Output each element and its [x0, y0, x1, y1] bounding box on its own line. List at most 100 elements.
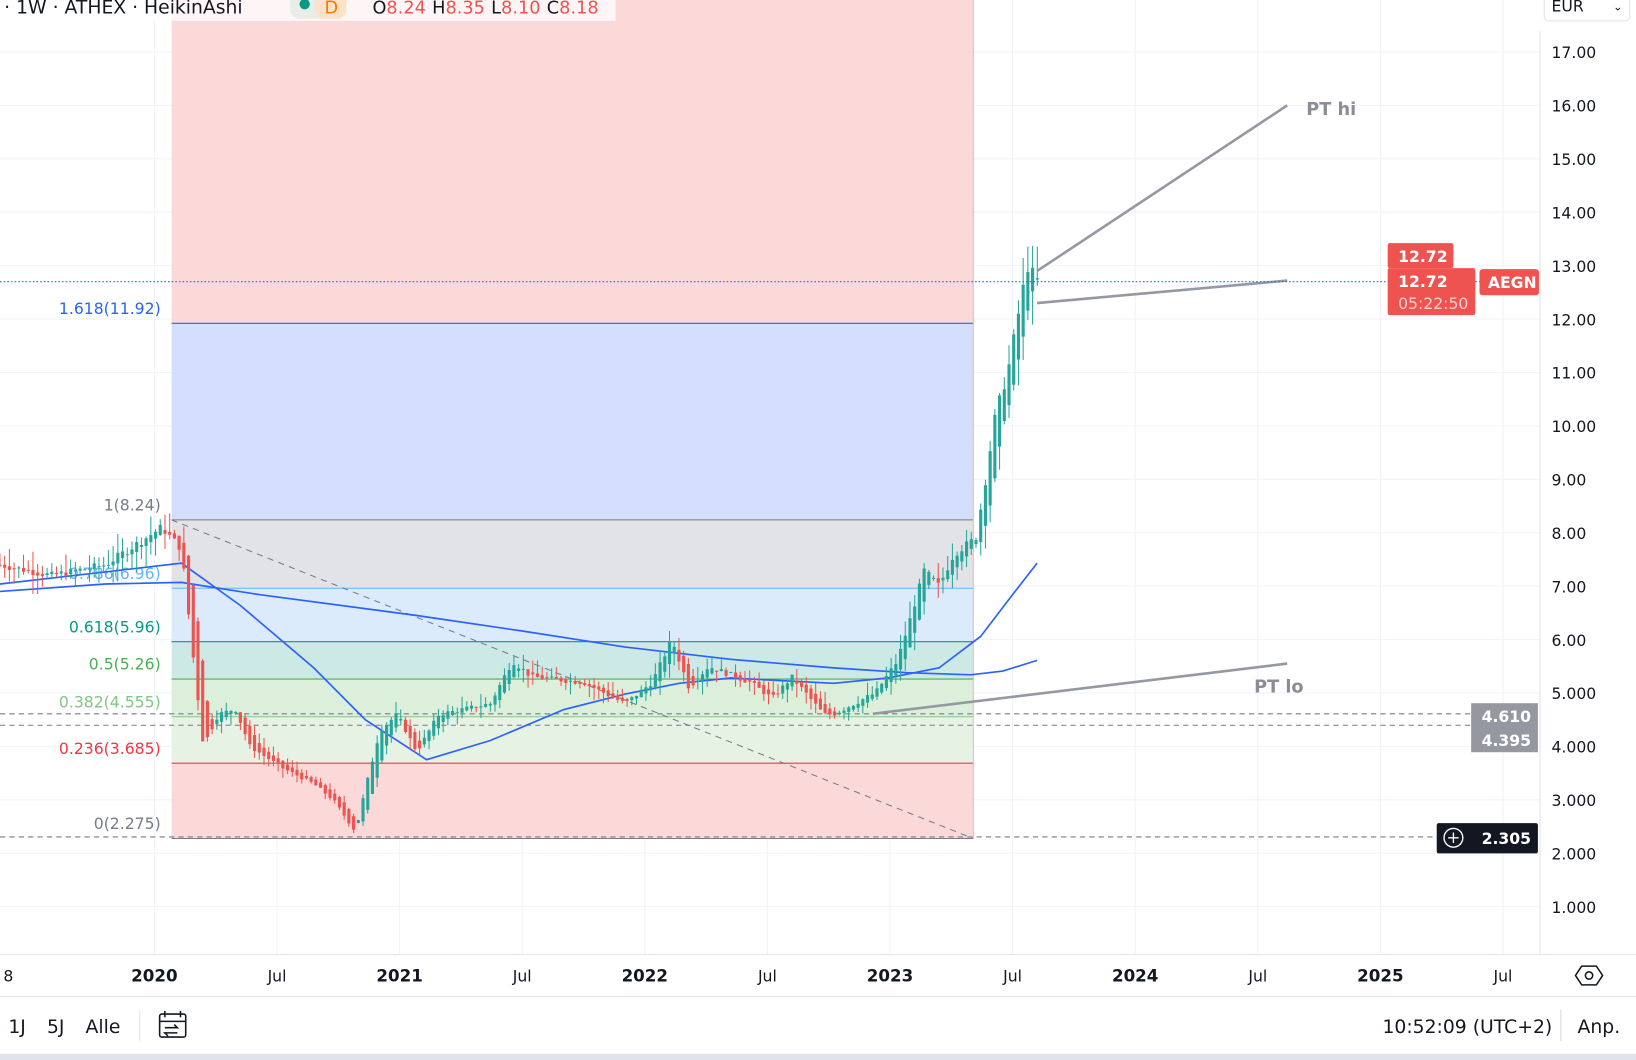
candle-body	[682, 655, 686, 673]
time-axis[interactable]: 8 2020 Jul 2021 Jul 2022 Jul 2023 Jul 2024 Jul 2025…	[3, 967, 1512, 986]
candle-body	[253, 735, 257, 752]
range-1y-button[interactable]: 1J	[8, 1017, 25, 1038]
candle-body	[927, 571, 931, 586]
adjust-button[interactable]: Anp.	[1578, 1017, 1621, 1038]
candle-body	[427, 730, 431, 742]
candle-body	[337, 797, 342, 808]
last-price-tag: 12.72 12.72 05:22:50	[1387, 243, 1476, 316]
candle-body	[64, 572, 68, 576]
candle-body	[762, 684, 766, 695]
fib-zone	[171, 323, 974, 520]
candle-body	[691, 676, 695, 686]
trend-line-pt-mid	[1036, 279, 1288, 305]
horizontal-lines[interactable]	[0, 713, 1541, 838]
candles	[0, 245, 1039, 834]
candle-body	[545, 677, 549, 679]
high-value: 8.35	[445, 0, 484, 19]
candle-body	[276, 758, 280, 764]
hline-tag-2305: 2.305	[1482, 829, 1531, 848]
candle-body	[974, 540, 978, 545]
candle-body	[21, 567, 26, 572]
trend-lines[interactable]	[872, 104, 1288, 716]
time-tick-label: Jul	[1493, 967, 1513, 986]
time-tick-label: Jul	[512, 967, 532, 986]
candle-body	[474, 707, 478, 709]
fib-level-label: 0.5(5.26)	[89, 655, 161, 674]
candle-body	[554, 676, 558, 679]
candle-body	[281, 760, 285, 769]
price-axis[interactable]: 17.00 16.00 15.00 14.00 13.00 12.00 11.00 10.00…	[1551, 43, 1596, 917]
open-label: O	[372, 0, 386, 19]
candle-body	[158, 524, 162, 536]
candle-body	[988, 451, 992, 506]
open-value: 8.24	[386, 0, 425, 19]
candle-body	[776, 693, 780, 695]
price-tick-label: 11.00	[1551, 364, 1596, 383]
candle-body	[59, 571, 63, 574]
candle-body	[172, 533, 176, 539]
price-tick-label: 4.000	[1551, 738, 1596, 757]
candle-body	[224, 710, 228, 718]
candle-body	[889, 668, 893, 683]
candle-body	[649, 686, 653, 691]
candle-body	[149, 534, 153, 543]
candle-body	[526, 669, 530, 676]
candle-body	[564, 679, 568, 683]
candle-body	[814, 693, 818, 704]
currency-selector[interactable]: EUR ⌄	[1543, 0, 1631, 22]
candle-body	[601, 687, 606, 693]
candle-body	[111, 561, 115, 566]
candle-body	[375, 743, 379, 778]
auto-scale-settings-icon[interactable]	[1574, 965, 1604, 986]
candle-body	[399, 719, 403, 721]
candle-body	[757, 681, 761, 688]
clock[interactable]: 10:52:09 (UTC+2)	[1382, 1017, 1552, 1038]
candle-body	[460, 708, 464, 713]
candle-body	[752, 680, 756, 683]
fib-labels: 1.618(11.92)1(8.24)0.786(6.96)0.618(5.96…	[59, 299, 161, 833]
fib-zone-top	[171, 0, 974, 324]
price-tick-label: 12.00	[1551, 310, 1596, 329]
add-alert-icon[interactable]	[1443, 827, 1464, 848]
svg-text:AEGN: AEGN	[1488, 273, 1537, 292]
pt-hi-label: PT hi	[1306, 100, 1356, 120]
candle-body	[441, 715, 445, 723]
time-tick-label: Jul	[1247, 967, 1267, 986]
candle-body	[106, 564, 110, 566]
go-to-date-calendar-icon[interactable]	[158, 1010, 187, 1038]
candle-body	[550, 676, 554, 678]
range-all-button[interactable]: Alle	[86, 1017, 121, 1038]
time-tick-label: 2025	[1357, 967, 1403, 986]
candle-body	[658, 662, 662, 682]
fib-trend-line	[171, 519, 974, 840]
candle-body	[865, 695, 870, 703]
candle-body	[347, 808, 351, 824]
candle-body	[130, 549, 134, 555]
time-tick-label: 2020	[131, 967, 177, 986]
candle-body	[177, 535, 181, 550]
candle-body	[521, 668, 525, 670]
candle-body	[1035, 278, 1039, 280]
candle-body	[116, 552, 120, 564]
range-5y-button[interactable]: 5J	[47, 1017, 64, 1038]
candle-body	[809, 688, 813, 699]
candle-body	[597, 686, 601, 690]
fib-retracement[interactable]	[171, 0, 974, 840]
candle-body	[634, 695, 639, 699]
price-tick-label: 15.00	[1551, 150, 1596, 169]
candle-body	[352, 816, 356, 830]
data-delay-badge[interactable]: D	[324, 0, 338, 19]
candle-body	[1007, 364, 1011, 406]
candle-body	[573, 680, 577, 684]
candle-body	[644, 687, 648, 694]
candle-body	[922, 568, 926, 602]
candle-body	[729, 671, 733, 674]
candle-body	[832, 711, 837, 716]
candle-body	[361, 798, 365, 822]
candle-body	[861, 699, 865, 706]
candle-body	[993, 414, 997, 479]
price-tick-label: 16.00	[1551, 97, 1596, 116]
candle-body	[1031, 267, 1035, 292]
